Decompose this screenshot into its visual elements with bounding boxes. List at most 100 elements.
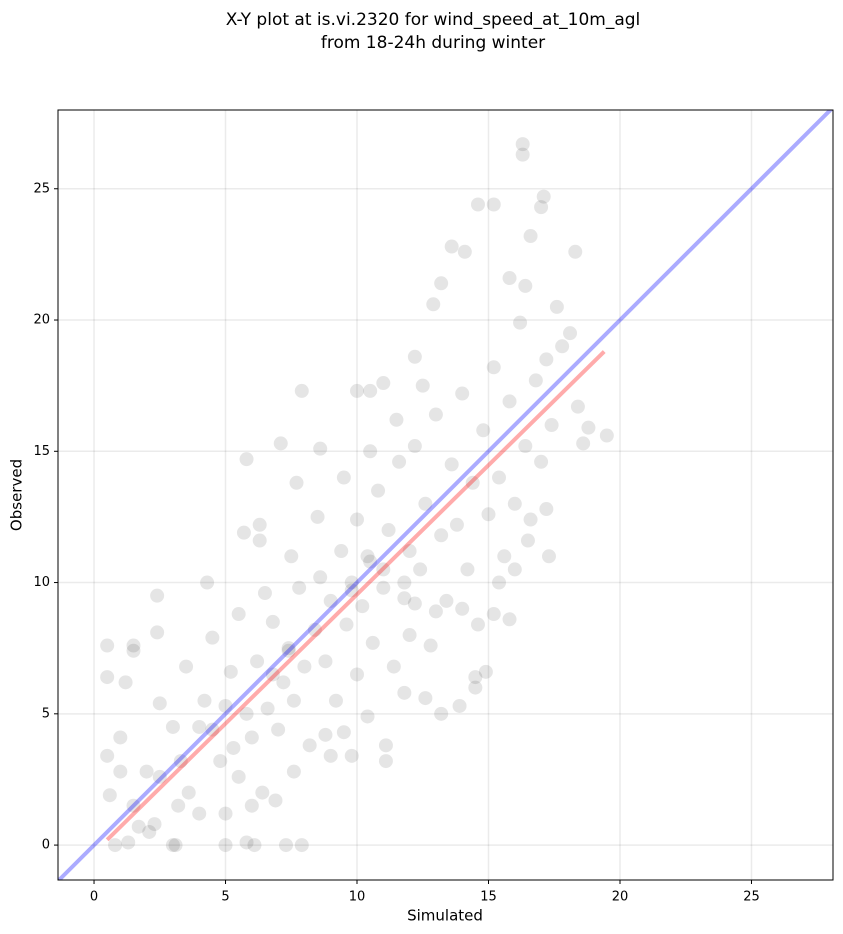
- point: [418, 691, 433, 706]
- point: [223, 664, 238, 679]
- point: [339, 617, 354, 632]
- point: [252, 533, 267, 548]
- point: [468, 680, 483, 695]
- point: [323, 593, 338, 608]
- point: [302, 738, 317, 753]
- y-tick-label: 10: [33, 575, 50, 590]
- point: [407, 439, 422, 454]
- fit-line: [58, 110, 833, 880]
- point: [350, 383, 365, 398]
- grid: [58, 110, 833, 880]
- point: [428, 604, 443, 619]
- point: [279, 838, 294, 853]
- point: [313, 570, 328, 585]
- point: [449, 517, 464, 532]
- point: [244, 798, 259, 813]
- point: [389, 412, 404, 427]
- point: [268, 793, 283, 808]
- point: [336, 725, 351, 740]
- point: [250, 654, 265, 669]
- point: [231, 769, 246, 784]
- point: [168, 838, 183, 853]
- point: [365, 635, 380, 650]
- point: [397, 575, 412, 590]
- point: [165, 719, 180, 734]
- point: [131, 819, 146, 834]
- point: [568, 244, 583, 259]
- y-tick-label: 0: [42, 838, 50, 853]
- point: [439, 593, 454, 608]
- point: [100, 748, 115, 763]
- point: [392, 454, 407, 469]
- point: [539, 352, 554, 367]
- point: [286, 693, 301, 708]
- point: [294, 838, 309, 853]
- point: [497, 549, 512, 564]
- point: [544, 418, 559, 433]
- x-tick-label: 0: [90, 890, 98, 905]
- point: [139, 764, 154, 779]
- point: [444, 239, 459, 254]
- point: [581, 420, 596, 435]
- point: [239, 835, 254, 850]
- point: [226, 740, 241, 755]
- point: [486, 197, 501, 212]
- point: [171, 798, 186, 813]
- x-axis-label: Simulated: [407, 907, 483, 925]
- point: [515, 147, 530, 162]
- point: [515, 137, 530, 152]
- point: [470, 617, 485, 632]
- point: [355, 599, 370, 614]
- point: [102, 788, 117, 803]
- point: [455, 601, 470, 616]
- point: [507, 562, 522, 577]
- point: [318, 727, 333, 742]
- point: [376, 580, 391, 595]
- point: [460, 562, 475, 577]
- point: [570, 399, 585, 414]
- point: [478, 664, 493, 679]
- point: [423, 638, 438, 653]
- point: [218, 838, 233, 853]
- point: [415, 378, 430, 393]
- point: [418, 496, 433, 511]
- plot-frame: [57, 109, 834, 881]
- point: [289, 475, 304, 490]
- point: [534, 454, 549, 469]
- point: [350, 512, 365, 527]
- point: [539, 502, 554, 517]
- point: [563, 326, 578, 341]
- point: [486, 360, 501, 375]
- point: [192, 719, 207, 734]
- point: [239, 452, 254, 467]
- point: [434, 528, 449, 543]
- point: [265, 667, 280, 682]
- point: [381, 523, 396, 538]
- plot-area: [58, 110, 833, 880]
- point: [344, 583, 359, 598]
- point: [205, 630, 220, 645]
- point: [378, 754, 393, 769]
- point: [281, 641, 296, 656]
- point: [523, 229, 538, 244]
- point: [481, 507, 496, 522]
- point: [328, 693, 343, 708]
- point: [273, 436, 288, 451]
- point: [523, 512, 538, 527]
- point: [294, 383, 309, 398]
- point: [407, 349, 422, 364]
- point: [310, 509, 325, 524]
- point: [313, 441, 328, 456]
- point: [231, 607, 246, 622]
- point: [307, 622, 322, 637]
- point: [239, 706, 254, 721]
- point: [520, 533, 535, 548]
- point: [434, 706, 449, 721]
- point: [386, 659, 401, 674]
- point: [192, 806, 207, 821]
- point: [476, 423, 491, 438]
- point: [197, 693, 212, 708]
- point: [465, 475, 480, 490]
